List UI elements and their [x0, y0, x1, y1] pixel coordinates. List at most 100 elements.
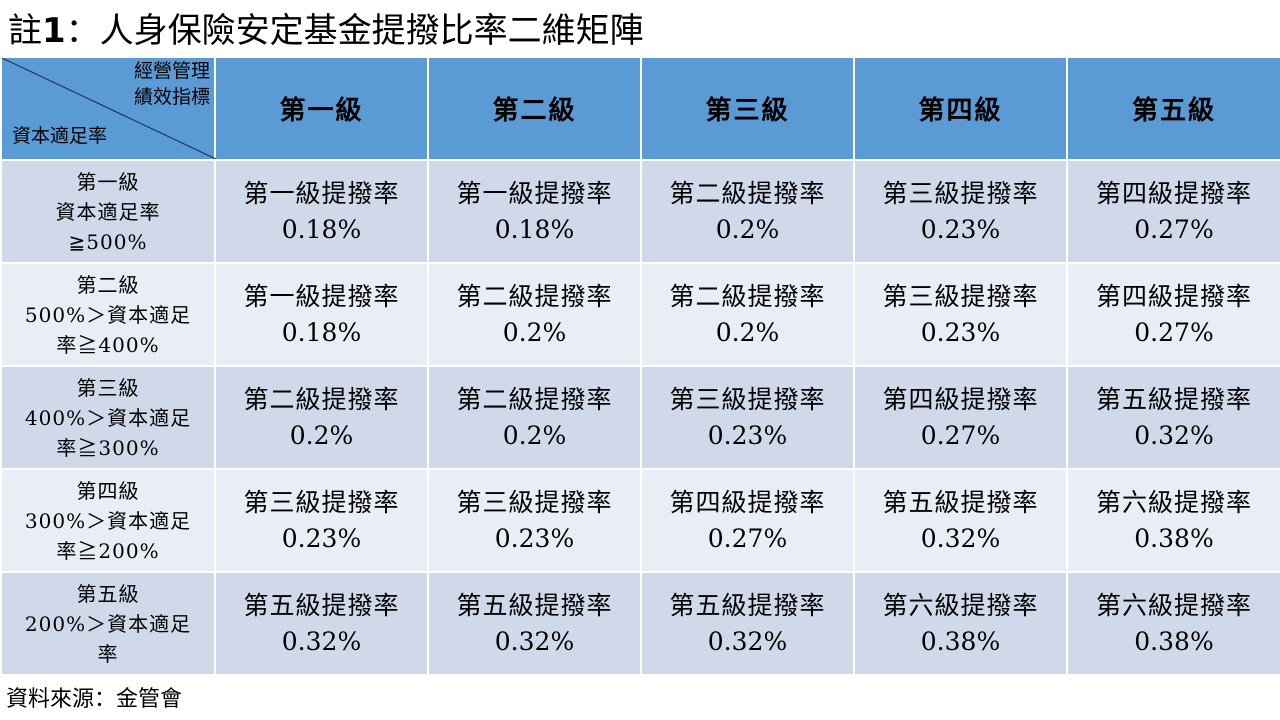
matrix-cell: 第三級提撥率 0.23%: [853, 159, 1068, 264]
diagonal-divider: [2, 58, 216, 159]
row-header-line: 第五級: [76, 581, 140, 606]
rate-value: 0.2%: [715, 214, 780, 244]
source-note: 資料來源：金管會: [6, 687, 183, 712]
rate-value: 0.32%: [920, 523, 1001, 553]
rate-level-label: 第三級提撥率: [243, 487, 400, 517]
matrix-cell: 第四級提撥率 0.27%: [640, 468, 855, 573]
matrix-cell: 第二級提撥率 0.2%: [640, 262, 855, 367]
row-header-line: 400%＞資本適足: [24, 405, 192, 430]
page-title: 註1：人身保險安定基金提撥比率二維矩陣: [8, 8, 644, 54]
rate-level-label: 第四級提撥率: [1095, 281, 1252, 311]
rate-value: 0.23%: [920, 214, 1001, 244]
row-header-line: 率≧200%: [56, 538, 160, 563]
rate-level-label: 第五級提撥率: [456, 590, 613, 620]
table-row: 第四級 300%＞資本適足 率≧200% 第三級提撥率 0.23% 第三級提撥率 0.23%…: [0, 468, 1280, 573]
column-header-1: 第一級: [214, 56, 429, 161]
rate-level-label: 第二級提撥率: [669, 281, 826, 311]
matrix-cell: 第四級提撥率 0.27%: [853, 365, 1068, 470]
corner-cell: 經營管理 績效指標 資本適足率: [0, 56, 216, 161]
rate-value: 0.38%: [1134, 523, 1214, 553]
rate-value: 0.2%: [502, 317, 567, 347]
rate-value: 0.23%: [920, 317, 1001, 347]
rate-value: 0.32%: [281, 626, 362, 656]
rate-value: 0.2%: [715, 317, 780, 347]
row-header: 第一級資本適足率 ≧500%: [0, 159, 216, 264]
table-row: 第五級 200%＞資本適足率第五級提撥率 0.32% 第五級提撥率 0.32% 第五級提撥…: [0, 571, 1280, 676]
rate-level-label: 第五級提撥率: [243, 590, 400, 620]
row-header-line: ≧500%: [68, 229, 148, 254]
rate-value: 0.23%: [494, 523, 575, 553]
rate-level-label: 第二級提撥率: [456, 281, 613, 311]
row-header-line: 300%＞資本適足: [24, 508, 192, 533]
rate-level-label: 第三級提撥率: [669, 384, 826, 414]
matrix-cell: 第二級提撥率 0.2%: [214, 365, 429, 470]
matrix-cell: 第四級提撥率 0.27%: [1066, 159, 1280, 264]
matrix-cell: 第五級提撥率 0.32%: [214, 571, 429, 676]
rate-level-label: 第五級提撥率: [1095, 384, 1252, 414]
contribution-rate-matrix: 經營管理 績效指標 資本適足率 第一級 第二級 第三級 第四級 第五級 第一級資…: [0, 56, 1280, 676]
matrix-cell: 第六級提撥率 0.38%: [853, 571, 1068, 676]
table-row: 第一級 資本適足率 ≧500% 第一級提撥率 0.18% 第一級提撥率 0.18% 第二級提撥…: [0, 159, 1280, 264]
matrix-cell: 第一級提撥率 0.18%: [214, 159, 429, 264]
row-header: 第三級 400%＞資本適足 率≧300%: [0, 365, 216, 470]
row-header-line: 資本適足率: [55, 199, 161, 224]
header-row: 經營管理 績效指標 資本適足率 第一級 第二級 第三級 第四級 第五級: [0, 56, 1280, 161]
rate-value: 0.27%: [707, 523, 788, 553]
rate-level-label: 第二級提撥率: [669, 178, 826, 208]
column-axis-label: 經營管理 績效指標: [134, 58, 210, 110]
matrix-cell: 第三級提撥率 0.23%: [427, 468, 642, 573]
rate-value: 0.18%: [494, 214, 575, 244]
rate-value: 0.2%: [502, 420, 567, 450]
rate-value: 0.23%: [707, 420, 788, 450]
row-header: 第二級 500%＞資本適足 率≧400%: [0, 262, 216, 367]
rate-level-label: 第一級提撥率: [243, 281, 400, 311]
row-axis-label: 資本適足率: [12, 125, 108, 147]
rate-value: 0.18%: [281, 317, 362, 347]
row-header-line: 率: [97, 641, 119, 666]
column-axis-line-1: 經營管理: [133, 60, 210, 82]
rate-value: 0.27%: [1134, 214, 1214, 244]
rate-level-label: 第六級提撥率: [1095, 590, 1252, 620]
rate-level-label: 第六級提撥率: [1095, 487, 1252, 517]
matrix-cell: 第四級提撥率 0.27%: [1066, 262, 1280, 367]
rate-value: 0.18%: [281, 214, 362, 244]
matrix-cell: 第五級提撥率 0.32%: [1066, 365, 1280, 470]
rate-value: 0.23%: [281, 523, 362, 553]
row-header-line: 第四級: [76, 478, 140, 503]
rate-value: 0.27%: [920, 420, 1001, 450]
matrix-cell: 第五級提撥率 0.32%: [640, 571, 855, 676]
rate-level-label: 第一級提撥率: [243, 178, 400, 208]
matrix-cell: 第二級提撥率 0.2%: [427, 262, 642, 367]
rate-value: 0.38%: [1134, 626, 1214, 656]
rate-value: 0.32%: [1134, 420, 1214, 450]
rate-level-label: 第四級提撥率: [882, 384, 1039, 414]
row-header-line: 率≧400%: [56, 332, 160, 357]
row-header-line: 第一級: [76, 169, 140, 194]
matrix-cell: 第三級提撥率 0.23%: [640, 365, 855, 470]
rate-level-label: 第三級提撥率: [456, 487, 613, 517]
row-header-line: 第二級: [76, 272, 140, 297]
rate-value: 0.27%: [1134, 317, 1214, 347]
row-header-line: 率≧300%: [56, 435, 160, 460]
row-header-line: 第三級: [76, 375, 140, 400]
column-header-4: 第四級: [853, 56, 1068, 161]
rate-level-label: 第四級提撥率: [669, 487, 826, 517]
rate-level-label: 第五級提撥率: [669, 590, 826, 620]
title-prefix: 註: [8, 11, 42, 51]
rate-level-label: 第四級提撥率: [1095, 178, 1252, 208]
matrix-cell: 第一級提撥率 0.18%: [427, 159, 642, 264]
row-header-line: 200%＞資本適足: [24, 611, 192, 636]
column-header-2: 第二級: [427, 56, 642, 161]
matrix-cell: 第一級提撥率 0.18%: [214, 262, 429, 367]
title-number: 1: [42, 11, 66, 51]
matrix-cell: 第三級提撥率 0.23%: [853, 262, 1068, 367]
column-header-5: 第五級: [1066, 56, 1280, 161]
rate-level-label: 第二級提撥率: [456, 384, 613, 414]
row-header-line: 500%＞資本適足: [24, 302, 192, 327]
table-row: 第二級 500%＞資本適足 率≧400% 第一級提撥率 0.18% 第二級提撥率 0.2% 第…: [0, 262, 1280, 367]
rate-value: 0.2%: [289, 420, 354, 450]
matrix-cell: 第五級提撥率 0.32%: [853, 468, 1068, 573]
rate-level-label: 第三級提撥率: [882, 178, 1039, 208]
column-header-3: 第三級: [640, 56, 855, 161]
rate-value: 0.32%: [707, 626, 788, 656]
